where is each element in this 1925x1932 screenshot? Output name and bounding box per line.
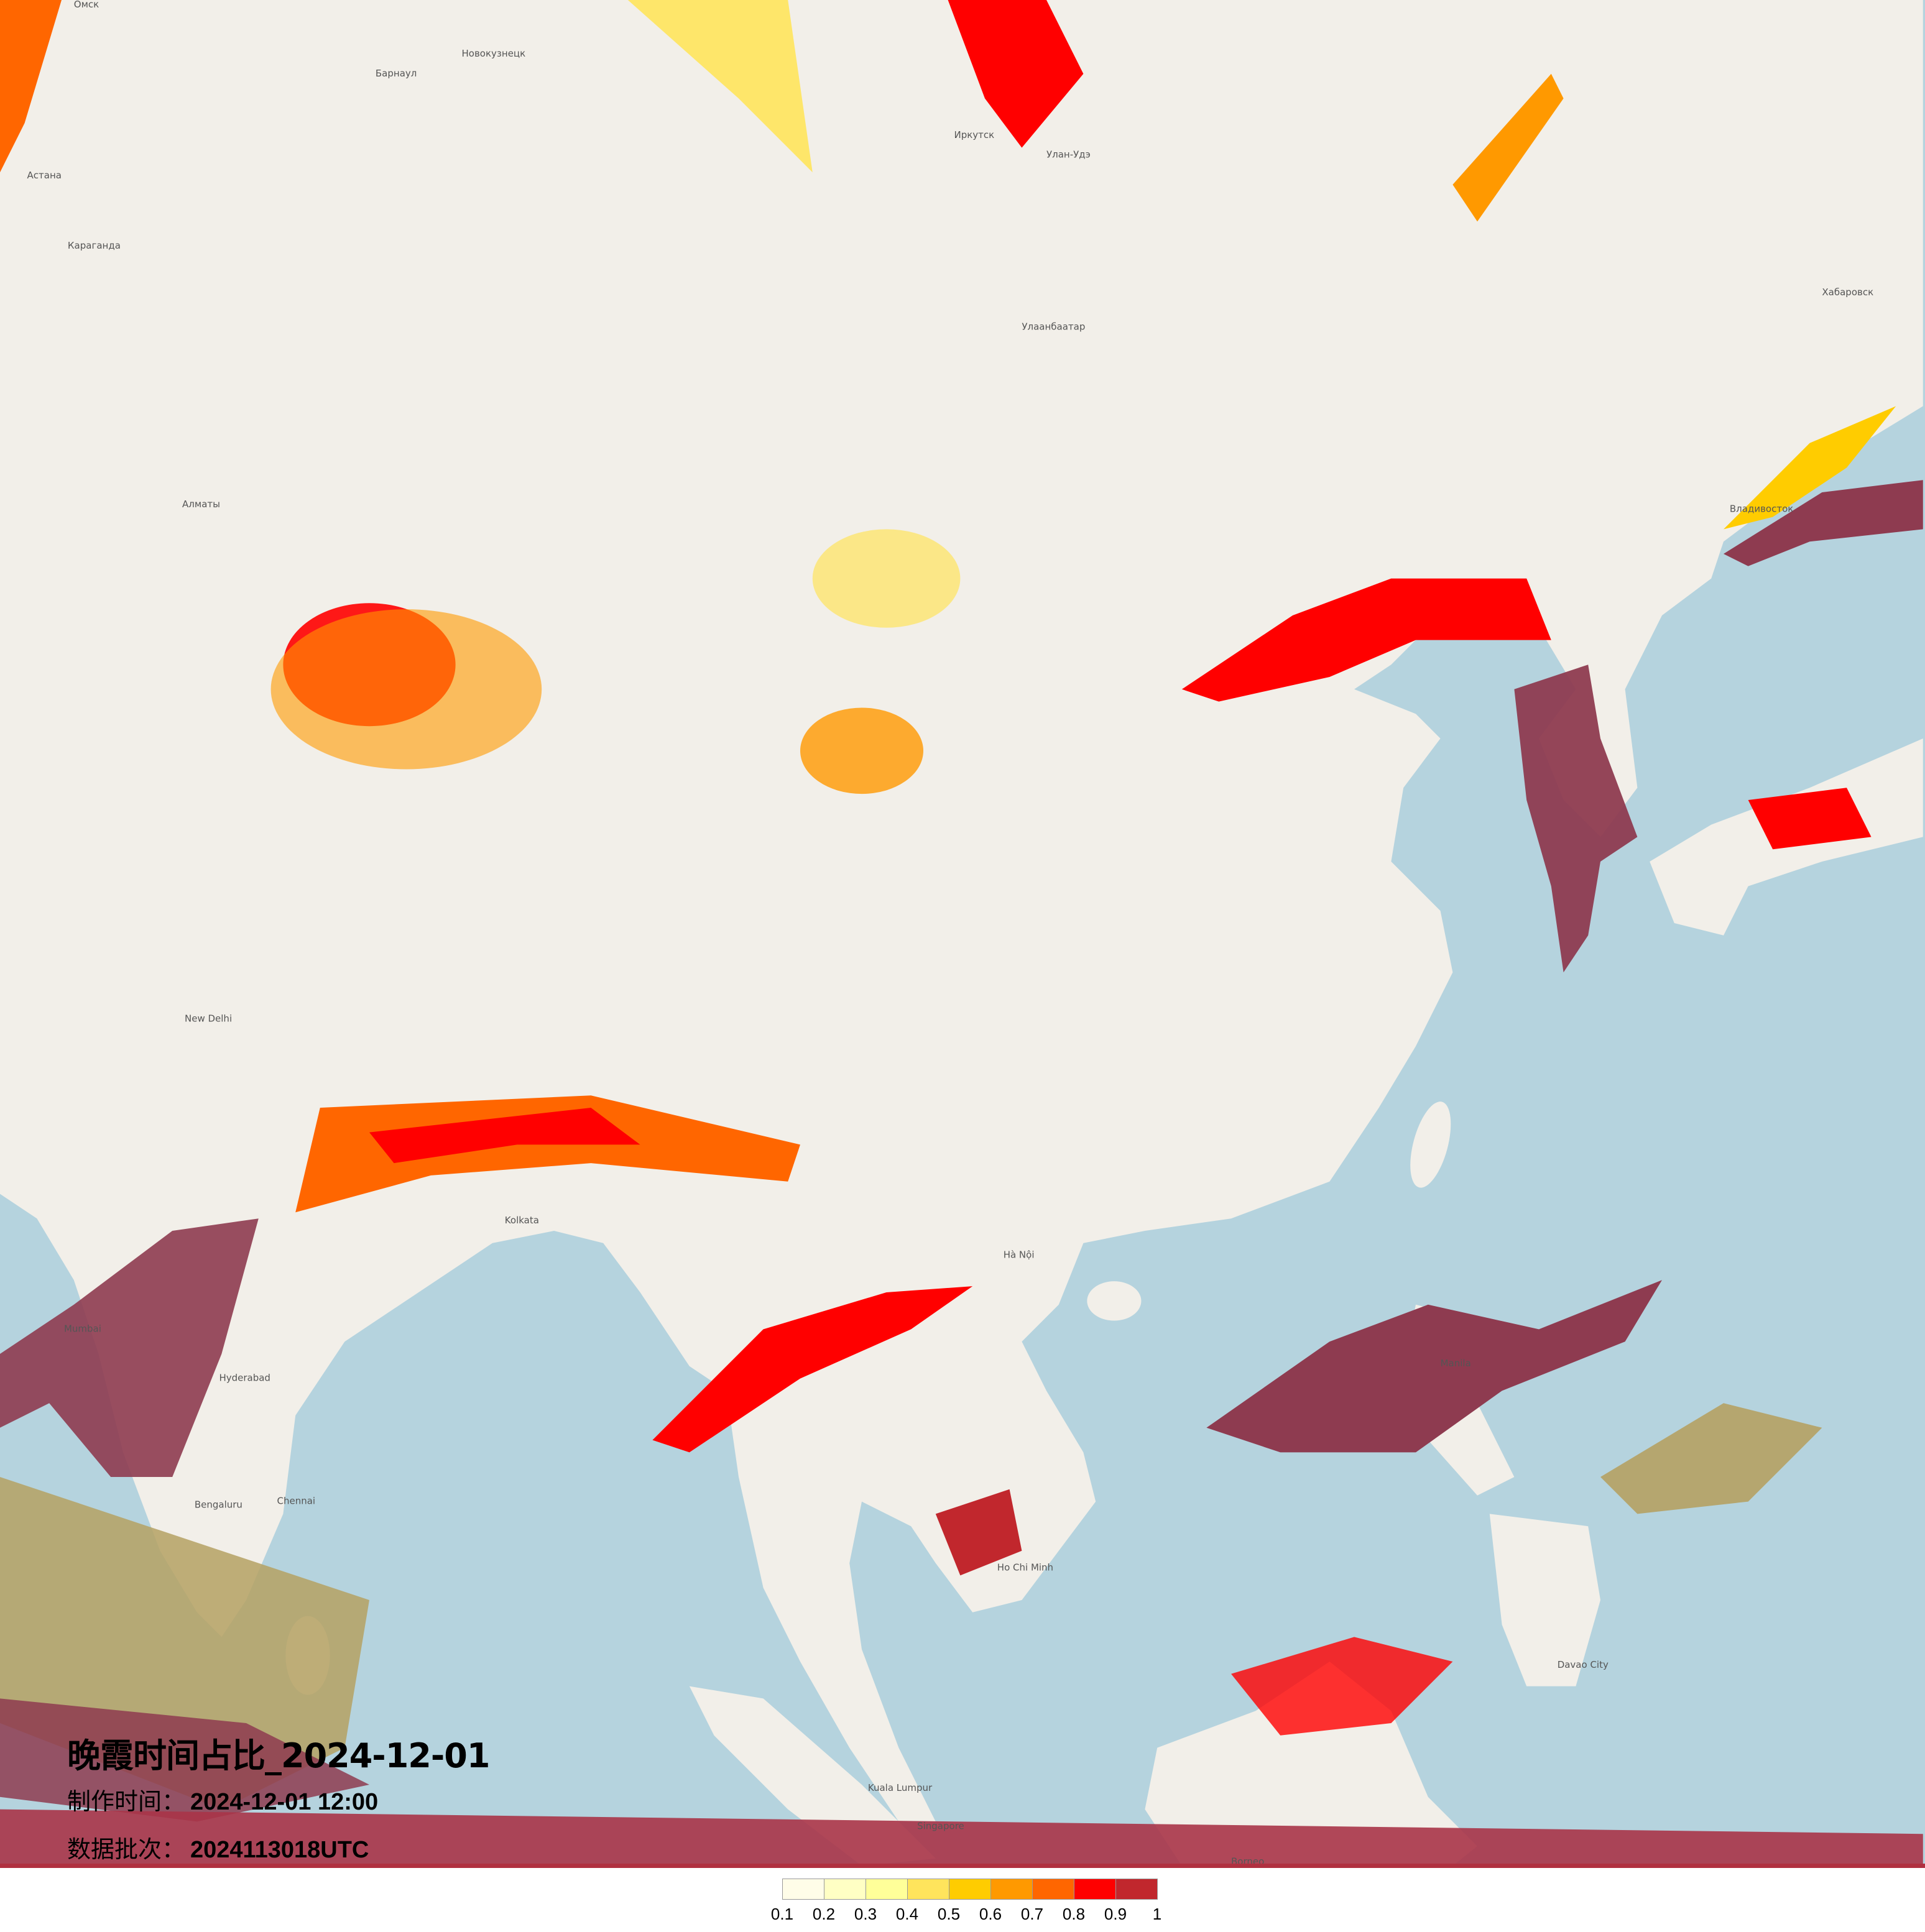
place-label: Bengaluru: [195, 1499, 242, 1511]
color-legend: 0.1 0.2 0.3 0.4 0.5 0.6 0.7 0.8 0.9 1: [771, 1879, 1162, 1930]
place-label: Manila: [1441, 1358, 1471, 1369]
taiwan: [1410, 1102, 1451, 1188]
sunset-ratio-overlay: [0, 0, 1923, 1866]
heat-bottom-strip: [0, 1809, 1923, 1866]
heat-heilongjiang: [1452, 73, 1564, 222]
place-label: Хабаровск: [1822, 287, 1873, 298]
heat-borneo-north: [1231, 1637, 1453, 1736]
place-label: New Delhi: [185, 1013, 232, 1024]
heat-tarim-outer: [270, 609, 542, 770]
production-time-value: 2024-12-01 12:00: [190, 1789, 379, 1815]
heat-indochina: [652, 1286, 973, 1453]
place-label: Singapore: [917, 1820, 964, 1831]
title-block: 晚霞时间占比_2024-12-01 制作时间： 2024-12-01 12:00 …: [67, 1734, 490, 1874]
place-label: Улан-Удэ: [1046, 149, 1091, 160]
legend-tick-label: 0.9: [1104, 1905, 1127, 1923]
legend-swatch: [1033, 1879, 1074, 1899]
legend-tick-label: 0.8: [1062, 1905, 1086, 1923]
production-time-label: 制作时间：: [67, 1788, 186, 1815]
map-bottom-edge: [0, 1864, 1925, 1868]
data-batch: 数据批次： 2024113018UTC: [67, 1826, 489, 1874]
legend-swatch: [991, 1879, 1033, 1899]
place-label: Новокузнецк: [462, 48, 526, 59]
hainan: [1087, 1281, 1142, 1321]
heat-himalaya: [295, 1095, 800, 1213]
heat-north-china: [1181, 578, 1551, 702]
production-time: 制作时间： 2024-12-01 12:00: [67, 1778, 489, 1826]
legend-tick-label: 0.6: [979, 1905, 1002, 1923]
heat-siberia: [627, 0, 813, 173]
heat-japan: [1748, 788, 1872, 850]
heat-gobi: [812, 529, 961, 628]
place-labels: Омск Барнаул Новокузнецк Астана Караганда Алм…: [27, 0, 1874, 1867]
place-label: Иркутск: [954, 129, 995, 140]
map-title: 晚霞时间占比_2024-12-01: [67, 1736, 490, 1775]
heat-pacific: [1600, 1403, 1822, 1514]
map-canvas[interactable]: Омск Барнаул Новокузнецк Астана Караганда Алм…: [0, 0, 1925, 1868]
place-label: Chennai: [277, 1496, 316, 1507]
place-label: Kuala Lumpur: [868, 1782, 933, 1793]
visayas-mindanao: [1489, 1514, 1600, 1686]
legend-swatches: [782, 1879, 1158, 1900]
mainland: [0, 0, 1923, 1822]
heat-philippine-sea: [1206, 1280, 1662, 1453]
heat-vladivostok: [1724, 406, 1896, 530]
legend-tick-label: 0.4: [895, 1905, 919, 1923]
place-label: Омск: [74, 0, 99, 10]
heat-baikal: [948, 0, 1084, 148]
legend-tick-label: 0.5: [937, 1905, 961, 1923]
heat-japan-sea: [1724, 480, 1923, 566]
legend-swatch: [949, 1879, 991, 1899]
legend-swatch: [824, 1879, 866, 1899]
heat-yellow-sea: [1514, 665, 1638, 973]
data-batch-label: 数据批次：: [67, 1836, 186, 1863]
heat-qinghai: [800, 707, 923, 794]
heat-cambodia: [935, 1489, 1022, 1576]
heat-himalaya-core: [369, 1108, 640, 1164]
place-label: Davao City: [1558, 1659, 1609, 1670]
borneo: [1145, 1662, 1477, 1866]
place-label: Алматы: [182, 499, 220, 510]
legend-swatch: [1074, 1879, 1116, 1899]
heat-omsk: [0, 0, 62, 173]
legend-tick-label: 1: [1152, 1905, 1162, 1923]
legend-swatch: [1116, 1879, 1157, 1899]
legend-tick-label: 0.1: [770, 1905, 794, 1923]
legend-swatch: [908, 1879, 949, 1899]
heat-indian-ocean: [0, 1698, 369, 1822]
place-label: Караганда: [68, 240, 121, 251]
heat-west-india: [0, 1218, 259, 1477]
place-label: Астана: [27, 170, 62, 181]
legend-swatch: [783, 1879, 824, 1899]
legend-tick-label: 0.7: [1020, 1905, 1044, 1923]
place-label: Ho Chi Minh: [997, 1562, 1053, 1573]
place-label: Владивосток: [1730, 504, 1793, 515]
place-label: Улаанбаатар: [1022, 321, 1085, 333]
place-label: Барнаул: [376, 68, 417, 79]
place-label: Mumbai: [64, 1323, 101, 1334]
legend-tick-label: 0.2: [812, 1905, 836, 1923]
legend-ticks: 0.1 0.2 0.3 0.4 0.5 0.6 0.7 0.8 0.9 1: [771, 1905, 1162, 1930]
legend-swatch: [866, 1879, 908, 1899]
data-batch-value: 2024113018UTC: [190, 1837, 369, 1863]
place-label: Hà Nội: [1004, 1249, 1035, 1261]
legend-tick-label: 0.3: [854, 1905, 877, 1923]
place-label: Kolkata: [505, 1215, 539, 1226]
place-label: Hyderabad: [219, 1373, 270, 1384]
